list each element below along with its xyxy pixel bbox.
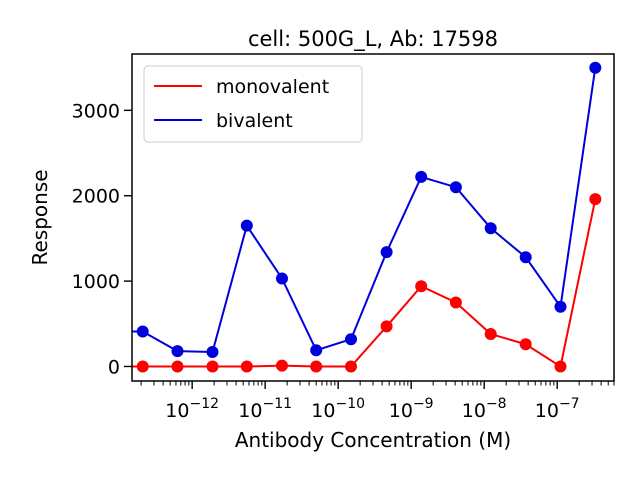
point-monovalent-11	[519, 338, 532, 351]
point-bivalent-3	[240, 219, 253, 232]
y-axis-label: Response	[28, 169, 52, 265]
point-bivalent-0	[136, 325, 149, 338]
y-axis-ticks: 0 1000 2000 3000	[72, 100, 132, 378]
y-tick-label: 3000	[72, 100, 120, 122]
x-tick-label: 10−11	[238, 396, 292, 422]
point-bivalent-11	[519, 251, 532, 264]
x-tick-label: 10−12	[165, 396, 219, 422]
point-monovalent-2	[206, 360, 219, 373]
point-monovalent-4	[276, 359, 288, 372]
x-tick-label: 10−8	[462, 396, 507, 422]
x-axis-ticks: 10−12 10−11 10−10 10−9 10−8 10−7	[140, 381, 615, 422]
point-monovalent-12	[554, 360, 567, 373]
point-monovalent-10	[484, 328, 497, 340]
plot-points	[136, 61, 602, 373]
point-bivalent-10	[484, 222, 497, 235]
point-monovalent-5	[310, 360, 323, 373]
x-tick-label: 10−10	[311, 396, 365, 422]
x-tick-label: 10−9	[389, 396, 434, 422]
point-bivalent-1	[171, 345, 184, 358]
legend-label-bivalent: bivalent	[216, 110, 293, 132]
point-monovalent-6	[345, 360, 357, 373]
point-monovalent-8	[415, 280, 428, 293]
y-tick-label: 1000	[72, 271, 120, 293]
point-bivalent-9	[449, 181, 462, 194]
x-axis-label: Antibody Concentration (M)	[235, 428, 511, 452]
chart-title: cell: 500G_L, Ab: 17598	[248, 27, 498, 52]
point-monovalent-1	[171, 360, 184, 373]
point-bivalent-2	[206, 346, 219, 358]
legend-label-monovalent: monovalent	[216, 76, 329, 98]
point-bivalent-13	[589, 61, 602, 74]
y-tick-label: 0	[108, 356, 120, 378]
point-bivalent-4	[276, 272, 288, 285]
point-monovalent-7	[380, 320, 393, 333]
point-bivalent-5	[310, 344, 323, 357]
point-monovalent-13	[589, 193, 602, 206]
y-tick-label: 2000	[72, 186, 120, 208]
point-bivalent-6	[345, 333, 357, 346]
point-bivalent-12	[554, 300, 567, 313]
point-monovalent-3	[240, 360, 253, 373]
point-monovalent-9	[449, 296, 462, 309]
legend: monovalent bivalent	[143, 65, 363, 143]
point-bivalent-7	[380, 246, 393, 259]
point-monovalent-0	[136, 360, 149, 373]
point-bivalent-8	[415, 170, 428, 183]
x-tick-label: 10−7	[535, 396, 580, 422]
